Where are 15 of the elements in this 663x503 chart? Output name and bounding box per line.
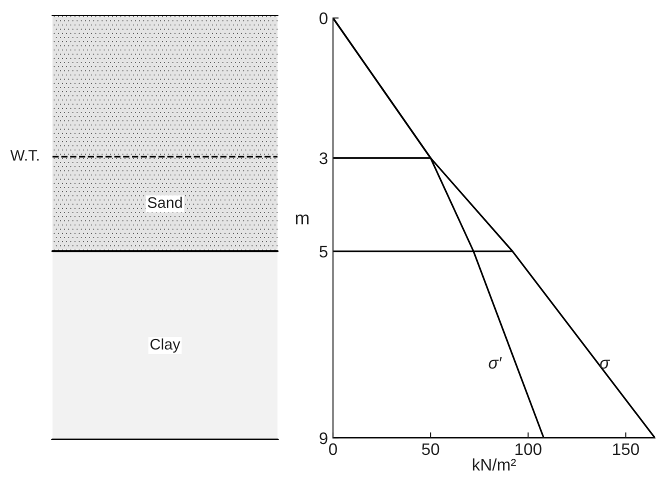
x-axis-title: kN/m² — [472, 458, 516, 471]
y-axis-title: m — [296, 214, 309, 224]
series-label: σ′ — [488, 357, 502, 369]
x-tick-label: 0 — [329, 443, 337, 456]
x-tick-label: 50 — [422, 443, 440, 456]
x-tick-label: 100 — [516, 443, 542, 456]
x-tick-label: 150 — [613, 443, 639, 456]
series-label: σ — [600, 360, 610, 369]
y-tick-label: 9 — [320, 432, 328, 444]
y-tick-label: 5 — [320, 246, 328, 258]
text: Sand — [148, 196, 182, 208]
text: W.T. — [10, 150, 39, 161]
y-tick-label: 3 — [320, 152, 328, 164]
y-tick-label: 0 — [320, 12, 328, 24]
text: Clay — [150, 338, 180, 353]
